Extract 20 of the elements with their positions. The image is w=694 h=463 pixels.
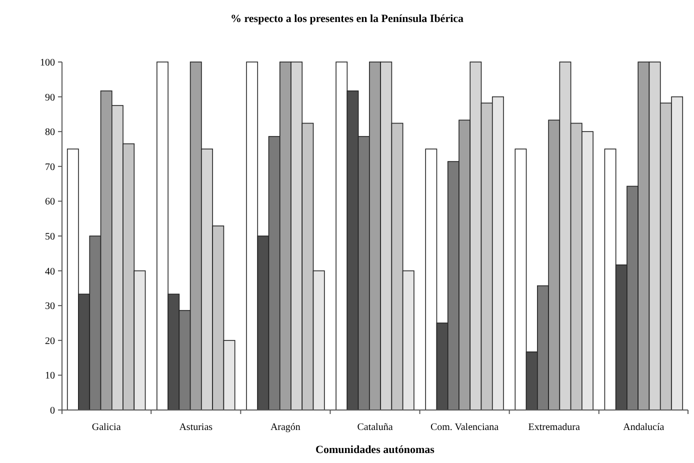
y-tick-label: 40 (45, 266, 55, 278)
x-tick-label: Andalucía (623, 422, 665, 433)
y-tick-label: 50 (45, 232, 55, 242)
y-tick-label: 70 (45, 162, 55, 173)
x-axis-title: Comunidades autónomas (316, 444, 436, 456)
y-tick-label: 0 (50, 406, 55, 416)
y-tick-label: 30 (45, 301, 55, 312)
y-tick-label: 90 (45, 92, 55, 104)
y-tick-label: 100 (40, 58, 55, 68)
x-tick-label: Aragón (270, 422, 300, 433)
x-tick-label: Com. Valenciana (430, 422, 500, 433)
x-tick-label: Cataluña (357, 422, 394, 433)
y-tick-label: 10 (45, 370, 55, 382)
x-tick-label: Asturias (179, 422, 213, 433)
x-tick-label: Galicia (92, 422, 122, 433)
y-tick-label: 80 (45, 127, 55, 138)
y-tick-label: 60 (45, 196, 55, 208)
x-tick-label: Extremadura (528, 422, 580, 433)
chart-title: % respecto a los presentes en la Península Ibérica (230, 13, 464, 25)
y-tick-label: 20 (45, 336, 55, 347)
